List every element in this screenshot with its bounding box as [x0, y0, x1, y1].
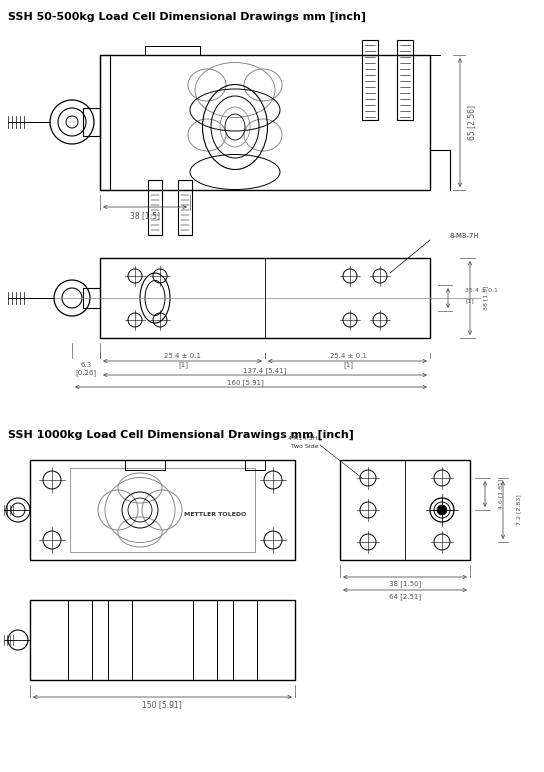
- Text: 160 [5.91]: 160 [5.91]: [226, 380, 263, 386]
- Text: [1]: [1]: [178, 361, 188, 368]
- Bar: [30, 460, 295, 560]
- Text: 38 [1.5]: 38 [1.5]: [484, 286, 489, 310]
- Text: 38 [1.50]: 38 [1.50]: [389, 581, 421, 587]
- Text: 7.2 [2.83]: 7.2 [2.83]: [516, 495, 521, 526]
- Text: 35.4 ± 0.1: 35.4 ± 0.1: [465, 289, 498, 293]
- Bar: [83, 108, 100, 136]
- Text: 6.3: 6.3: [81, 362, 91, 368]
- Text: 65 [2.56]: 65 [2.56]: [467, 104, 477, 140]
- Bar: [68, 600, 92, 680]
- Text: 25.4 ± 0.1: 25.4 ± 0.1: [330, 353, 367, 359]
- Bar: [83, 288, 100, 308]
- Text: 4.6 [1.81]: 4.6 [1.81]: [498, 479, 503, 510]
- Text: 4-M14-5H: 4-M14-5H: [288, 435, 318, 441]
- Text: [1]: [1]: [343, 361, 353, 368]
- Text: [1]: [1]: [465, 299, 474, 303]
- Bar: [193, 600, 217, 680]
- Text: 8-M8-7H: 8-M8-7H: [450, 233, 480, 239]
- Text: SSH 1000kg Load Cell Dimensional Drawings mm [inch]: SSH 1000kg Load Cell Dimensional Drawing…: [8, 430, 354, 440]
- Bar: [148, 180, 162, 235]
- Bar: [178, 180, 192, 235]
- Bar: [100, 258, 430, 338]
- Bar: [30, 600, 295, 680]
- Bar: [100, 55, 430, 190]
- Circle shape: [437, 505, 447, 515]
- Text: 38 [1.5]: 38 [1.5]: [130, 212, 160, 221]
- Text: 64 [2.51]: 64 [2.51]: [389, 594, 421, 601]
- Text: 150 [5.91]: 150 [5.91]: [142, 700, 182, 709]
- Bar: [108, 600, 132, 680]
- Text: [0.26]: [0.26]: [76, 370, 97, 377]
- Bar: [245, 460, 265, 470]
- Bar: [70, 468, 255, 552]
- Text: 137.4 [5.41]: 137.4 [5.41]: [243, 367, 287, 374]
- Bar: [145, 46, 200, 55]
- Bar: [125, 460, 165, 470]
- Text: Two Side: Two Side: [290, 445, 318, 449]
- Bar: [233, 600, 257, 680]
- Text: SSH 50-500kg Load Cell Dimensional Drawings mm [inch]: SSH 50-500kg Load Cell Dimensional Drawi…: [8, 12, 366, 22]
- Bar: [100, 55, 110, 190]
- Bar: [397, 40, 413, 120]
- Text: 25.4 ± 0.1: 25.4 ± 0.1: [164, 353, 201, 359]
- Text: METTLER TOLEDO: METTLER TOLEDO: [184, 513, 246, 517]
- Bar: [362, 40, 378, 120]
- Bar: [340, 460, 470, 560]
